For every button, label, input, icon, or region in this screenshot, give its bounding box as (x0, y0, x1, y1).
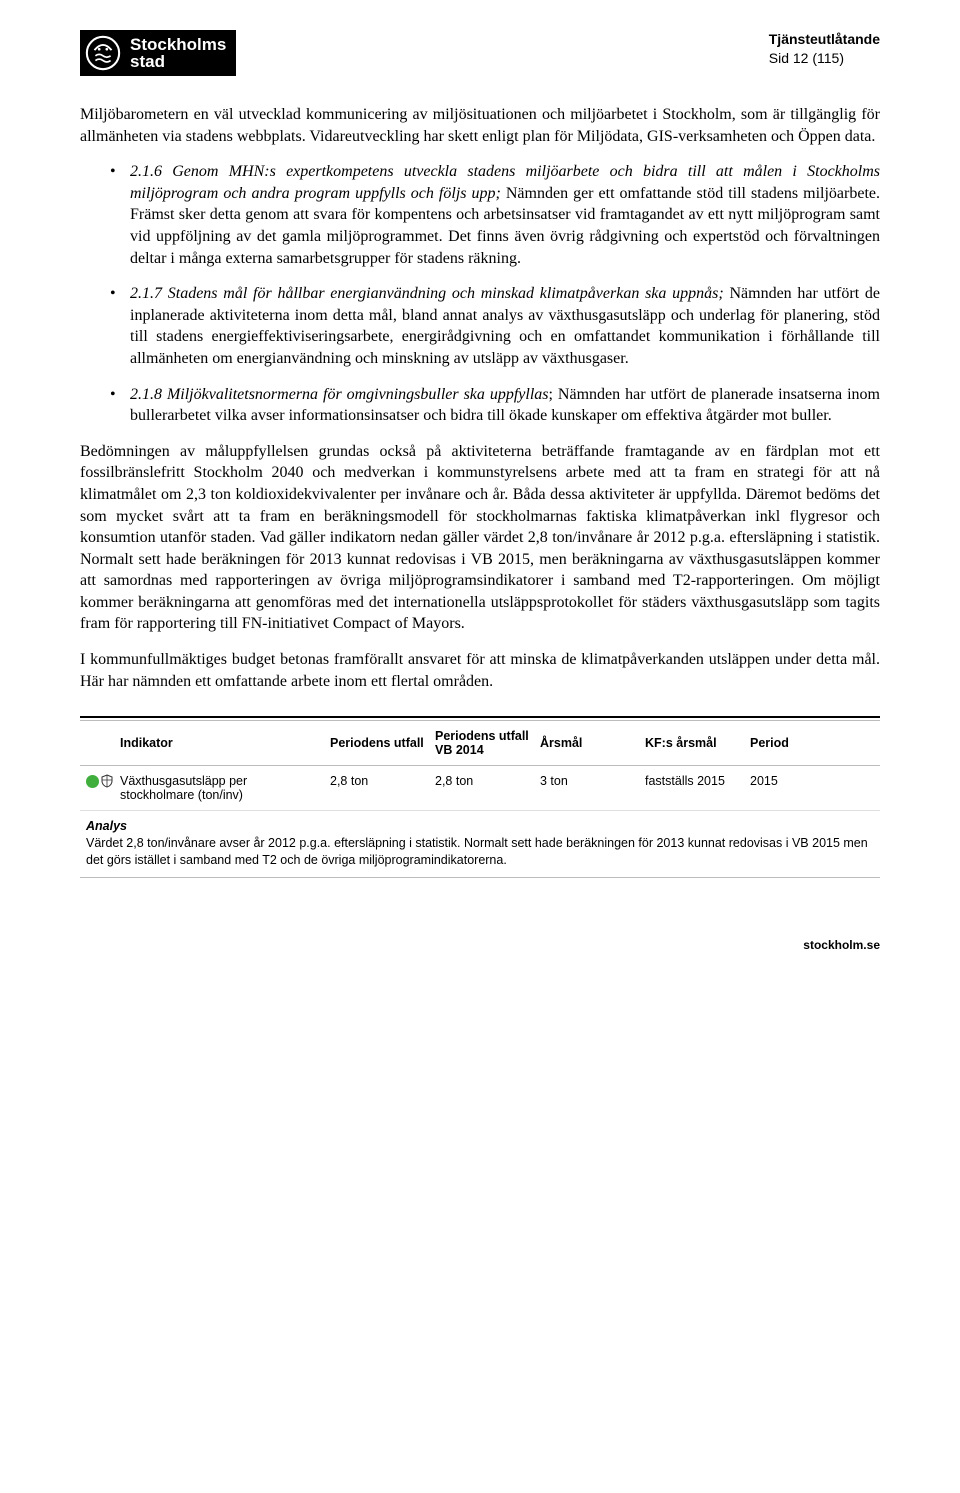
goal-item: 2.1.7 Stadens mål för hållbar energianvä… (110, 283, 880, 369)
cell-period-outcome-vb2014: 2,8 ton (435, 774, 540, 788)
page: Stockholms stad Tjänsteutlåtande Sid 12 … (0, 0, 960, 982)
intro-paragraph: Miljöbarometern en väl utvecklad kommuni… (80, 104, 880, 147)
cell-period-outcome: 2,8 ton (330, 774, 435, 788)
logo-block: Stockholms stad (80, 30, 236, 76)
cell-year-goal: 3 ton (540, 774, 645, 788)
col-indicator: Indikator (120, 736, 330, 750)
cell-kf-year-goal: fastställs 2015 (645, 774, 750, 788)
analysis-text: Värdet 2,8 ton/invånare avser år 2012 p.… (86, 835, 874, 869)
header-meta: Tjänsteutlåtande Sid 12 (115) (769, 30, 880, 68)
doc-type: Tjänsteutlåtande (769, 30, 880, 49)
goal-item: 2.1.8 Miljökvalitetsnormerna för omgivni… (110, 384, 880, 427)
col-period: Period (750, 736, 840, 750)
assessment-paragraph: Bedömningen av måluppfyllelsen grundas o… (80, 441, 880, 635)
logo-text: Stockholms stad (130, 36, 226, 70)
col-kf-year-goal: KF:s årsmål (645, 736, 750, 750)
col-period-outcome: Periodens utfall (330, 736, 435, 750)
goal-item: 2.1.6 Genom MHN:s expertkompetens utveck… (110, 161, 880, 269)
budget-paragraph: I kommunfullmäktiges budget betonas fram… (80, 649, 880, 692)
logo-line1: Stockholms (130, 36, 226, 53)
body-text: Miljöbarometern en väl utvecklad kommuni… (80, 104, 880, 692)
stockholm-crest-icon (84, 34, 122, 72)
goal-lead: 2.1.7 Stadens mål för hållbar energianvä… (130, 285, 724, 302)
cell-period: 2015 (750, 774, 840, 788)
page-ref: Sid 12 (115) (769, 49, 880, 68)
table-row: Växthusgasutsläpp per stockholmare (ton/… (80, 766, 880, 811)
cell-indicator: Växthusgasutsläpp per stockholmare (ton/… (120, 774, 330, 802)
logo-line2: stad (130, 53, 226, 70)
table-analysis: Analys Värdet 2,8 ton/invånare avser år … (80, 811, 880, 878)
cell-status (86, 774, 120, 788)
goal-lead: 2.1.8 Miljökvalitetsnormerna för omgivni… (130, 386, 549, 403)
indicator-table: Indikator Periodens utfall Periodens utf… (80, 716, 880, 878)
table-header-row: Indikator Periodens utfall Periodens utf… (80, 721, 880, 766)
col-period-outcome-vb2014: Periodens utfall VB 2014 (435, 729, 540, 757)
status-dot-icon (86, 775, 99, 788)
page-header: Stockholms stad Tjänsteutlåtande Sid 12 … (80, 30, 880, 76)
analysis-label: Analys (86, 819, 874, 833)
page-footer: stockholm.se (80, 938, 880, 952)
col-year-goal: Årsmål (540, 736, 645, 750)
goal-list: 2.1.6 Genom MHN:s expertkompetens utveck… (80, 161, 880, 427)
shield-icon (101, 774, 113, 788)
